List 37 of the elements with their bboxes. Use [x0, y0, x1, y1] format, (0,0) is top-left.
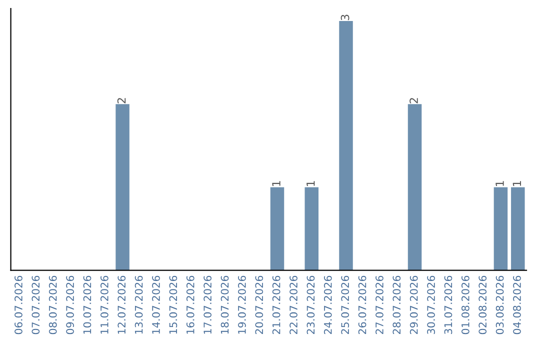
x-tick-label: 17.07.2026	[204, 276, 212, 334]
x-tick-label: 02.08.2026	[478, 276, 487, 334]
x-tick-label: 21.07.2026	[272, 276, 280, 334]
x-tick-label: 31.07.2026	[444, 276, 452, 334]
x-tick-label: 18.07.2026	[220, 276, 229, 334]
x-tick-label: 07.07.2026	[32, 276, 40, 334]
x-tick-label: 23.07.2026	[306, 276, 315, 334]
data-label: 1	[512, 181, 521, 186]
x-tick-label: 09.07.2026	[66, 276, 74, 334]
x-tick-label: 15.07.2026	[169, 276, 178, 334]
x-tick-label: 20.07.2026	[255, 276, 264, 334]
x-tick-label: 04.08.2026	[513, 276, 521, 334]
data-label: 2	[410, 98, 418, 104]
x-tick-label: 10.07.2026	[83, 276, 92, 334]
x-tick-label: 28.07.2026	[392, 276, 401, 334]
x-tick-label: 08.07.2026	[48, 276, 57, 334]
data-label: 1	[496, 181, 504, 186]
x-tick-label: 14.07.2026	[152, 276, 160, 334]
x-tick-label: 01.08.2026	[461, 276, 470, 334]
x-tick-label: 27.07.2026	[376, 276, 384, 334]
x-tick-label: 11.07.2026	[100, 276, 108, 334]
data-label: 3	[340, 14, 350, 20]
x-tick-label: 03.08.2026	[496, 276, 504, 334]
x-tick-label: 13.07.2026	[134, 276, 143, 334]
x-tick-label: 12.07.2026	[118, 276, 126, 334]
x-tick-label: 22.07.2026	[290, 276, 298, 334]
x-tick-label: 24.07.2026	[324, 276, 332, 334]
x-tick-label: 06.07.2026	[14, 276, 22, 334]
data-label: 1	[306, 181, 315, 186]
x-tick-label: 16.07.2026	[186, 276, 194, 334]
x-tick-label: 26.07.2026	[358, 276, 366, 334]
data-label: 1	[272, 181, 280, 186]
x-tick-label: 29.07.2026	[410, 276, 418, 334]
data-label: 2	[117, 98, 126, 104]
x-tick-label: 30.07.2026	[427, 276, 435, 334]
x-tick-label: 19.07.2026	[238, 276, 246, 334]
x-tick-label: 25.07.2026	[341, 276, 350, 334]
